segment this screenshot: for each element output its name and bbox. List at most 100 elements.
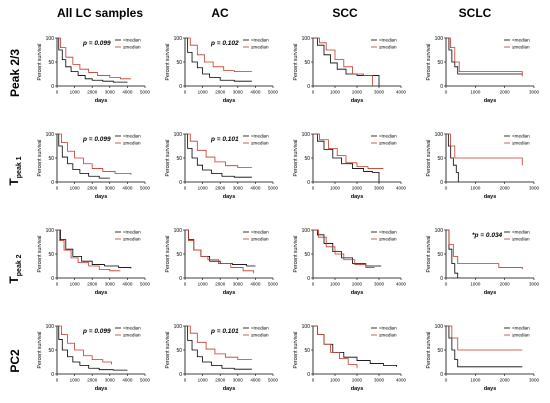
x-tick-label: 2000 bbox=[215, 186, 226, 191]
x-tick-label: 0 bbox=[312, 378, 315, 383]
y-axis-label: Percent survival bbox=[426, 44, 432, 81]
x-tick-label: 1000 bbox=[470, 186, 481, 191]
y-tick-label: 100 bbox=[46, 228, 55, 234]
x-tick-label: 1000 bbox=[330, 378, 341, 383]
x-tick-label: 2000 bbox=[500, 378, 511, 383]
col-header-ac: AC bbox=[211, 6, 229, 20]
y-axis-label: Percent survival bbox=[293, 236, 299, 273]
y-tick-label: 0 bbox=[179, 372, 182, 378]
y-tick-label: 50 bbox=[437, 156, 443, 162]
legend-label: <median bbox=[512, 230, 530, 235]
legend-label: ≥median bbox=[379, 141, 397, 146]
legend-label: <median bbox=[379, 230, 397, 235]
x-tick-label: 3000 bbox=[233, 378, 244, 383]
y-axis-label: Percent survival bbox=[165, 140, 171, 177]
legend-label: <median bbox=[379, 38, 397, 43]
km-curve-above-median bbox=[313, 37, 373, 86]
x-tick-label: 4000 bbox=[122, 90, 133, 95]
row-header-peak23-label: Peak 2/3 bbox=[8, 48, 22, 97]
y-tick-label: 100 bbox=[174, 132, 183, 138]
y-tick-label: 0 bbox=[440, 372, 443, 378]
km-curve-below-median bbox=[57, 37, 128, 83]
y-tick-label: 100 bbox=[435, 132, 444, 138]
x-tick-label: 4000 bbox=[396, 282, 407, 287]
y-tick-label: 0 bbox=[51, 84, 54, 90]
y-axis-label: Percent survival bbox=[165, 332, 171, 369]
x-tick-label: 3000 bbox=[105, 90, 116, 95]
y-tick-label: 100 bbox=[302, 228, 311, 234]
y-axis-label: Percent survival bbox=[426, 140, 432, 177]
x-axis-label: days bbox=[484, 290, 497, 296]
x-tick-label: 1000 bbox=[70, 90, 81, 95]
legend-label: ≥median bbox=[251, 45, 269, 50]
x-tick-label: 3000 bbox=[529, 282, 540, 287]
x-axis-label: days bbox=[351, 98, 364, 104]
y-tick-label: 100 bbox=[46, 132, 55, 138]
y-tick-label: 100 bbox=[174, 36, 183, 42]
y-axis-label: Percent survival bbox=[165, 236, 171, 273]
km-curve-above-median bbox=[446, 37, 523, 77]
x-tick-label: 4000 bbox=[250, 186, 261, 191]
x-tick-label: 5000 bbox=[140, 90, 151, 95]
x-tick-label: 3000 bbox=[529, 186, 540, 191]
x-tick-label: 1000 bbox=[70, 282, 81, 287]
x-tick-label: 4000 bbox=[396, 378, 407, 383]
row-header-tpeak1-main: T bbox=[6, 177, 21, 186]
x-tick-label: 3000 bbox=[105, 186, 116, 191]
km-curve-above-median bbox=[185, 133, 252, 168]
km-curve-above-median bbox=[185, 229, 255, 274]
x-tick-label: 5000 bbox=[140, 186, 151, 191]
x-tick-label: 0 bbox=[184, 378, 187, 383]
y-axis-label: Percent survival bbox=[165, 44, 171, 81]
y-tick-label: 100 bbox=[302, 132, 311, 138]
legend-label: ≥median bbox=[512, 45, 530, 50]
y-tick-label: 50 bbox=[304, 156, 310, 162]
x-tick-label: 2000 bbox=[500, 90, 511, 95]
y-axis-label: Percent survival bbox=[293, 332, 299, 369]
x-tick-label: 3000 bbox=[529, 90, 540, 95]
row-header-tpeak1-label: Tpeak 1 bbox=[7, 156, 23, 185]
km-curve-below-median bbox=[57, 133, 110, 179]
x-tick-label: 4000 bbox=[396, 90, 407, 95]
y-tick-label: 100 bbox=[302, 324, 311, 330]
y-tick-label: 0 bbox=[440, 84, 443, 90]
x-tick-label: 3000 bbox=[233, 282, 244, 287]
km-curve-below-median bbox=[57, 325, 128, 371]
x-tick-label: 4000 bbox=[122, 186, 133, 191]
x-tick-label: 0 bbox=[184, 90, 187, 95]
y-tick-label: 100 bbox=[435, 228, 444, 234]
km-curve-above-median bbox=[313, 133, 384, 169]
km-curve-below-median bbox=[446, 133, 459, 182]
km-curve-above-median bbox=[57, 325, 112, 365]
x-tick-label: 3000 bbox=[233, 90, 244, 95]
legend-label: ≥median bbox=[251, 237, 269, 242]
legend-label: <median bbox=[251, 230, 269, 235]
row-header-tpeak2: Tpeak 2 bbox=[0, 226, 30, 311]
x-tick-label: 0 bbox=[445, 378, 448, 383]
p-value-annotation: p = 0.099 bbox=[82, 136, 111, 143]
x-axis-label: days bbox=[223, 386, 236, 392]
km-curve-below-median bbox=[185, 133, 252, 178]
x-tick-label: 2000 bbox=[87, 378, 98, 383]
y-tick-label: 50 bbox=[48, 348, 54, 354]
x-tick-label: 0 bbox=[184, 282, 187, 287]
x-tick-label: 2000 bbox=[215, 282, 226, 287]
legend-label: <median bbox=[123, 38, 141, 43]
legend-label: <median bbox=[512, 38, 530, 43]
x-tick-label: 3000 bbox=[105, 282, 116, 287]
y-tick-label: 50 bbox=[437, 60, 443, 66]
y-tick-label: 50 bbox=[176, 156, 182, 162]
km-curve-above-median bbox=[57, 229, 121, 272]
y-axis-label: Percent survival bbox=[293, 140, 299, 177]
x-tick-label: 2000 bbox=[352, 282, 363, 287]
x-tick-label: 0 bbox=[445, 282, 448, 287]
y-tick-label: 100 bbox=[46, 324, 55, 330]
